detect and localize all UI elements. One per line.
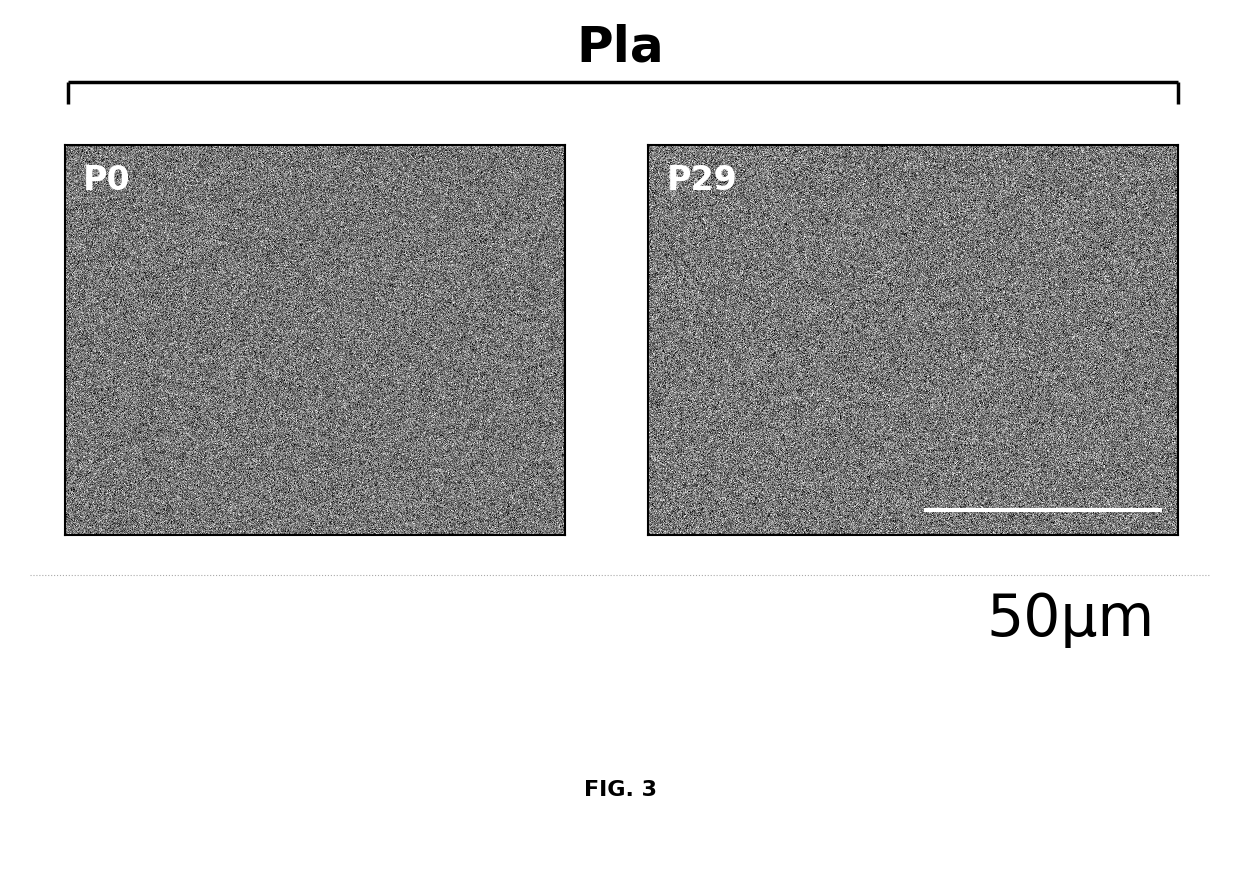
Text: P0: P0 — [83, 164, 130, 197]
Text: FIG. 3: FIG. 3 — [584, 780, 656, 800]
Text: 50μm: 50μm — [987, 591, 1154, 648]
Text: P29: P29 — [667, 164, 738, 197]
Text: Pla: Pla — [577, 24, 663, 72]
